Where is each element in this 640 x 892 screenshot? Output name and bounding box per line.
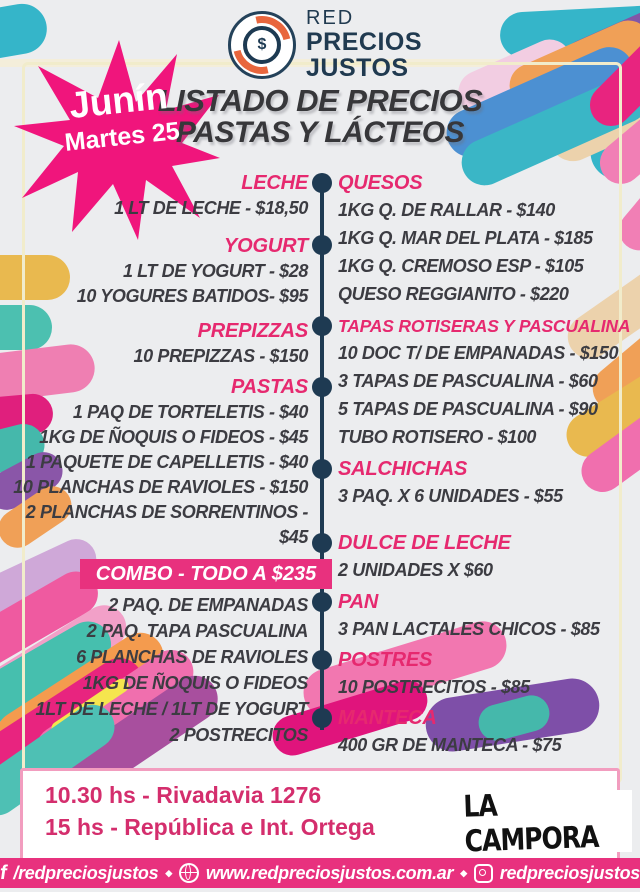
- divider-dot: [312, 316, 332, 336]
- dollar-sign: $: [257, 35, 267, 53]
- divider-dot: [312, 173, 332, 193]
- combo-item: 1KG DE ÑOQUIS O FIDEOS: [82, 673, 309, 693]
- price-item: 2 PLANCHAS DE SORRENTINOS - $45: [25, 502, 309, 547]
- divider-dot: [312, 592, 332, 612]
- brand-name: RED PRECIOS JUSTOS: [306, 8, 422, 81]
- divider-line: [320, 175, 324, 730]
- price-item: 3 TAPAS DE PASCUALINA - $60: [338, 371, 598, 391]
- globe-icon: [178, 863, 199, 883]
- divider-dot: [312, 533, 332, 553]
- price-item: 1 PAQUETE DE CAPELLETIS - $40: [25, 452, 309, 472]
- price-item: 5 TAPAS DE PASCUALINA - $90: [338, 399, 598, 419]
- divider-dot: [312, 377, 332, 397]
- price-item: 10 PLANCHAS DE RAVIOLES - $150: [13, 477, 308, 497]
- section-header-prepizzas: PREPIZZAS: [197, 320, 309, 342]
- price-item: 1KG DE ÑOQUIS O FIDEOS - $45: [39, 427, 308, 447]
- price-item: 3 PAQ. X 6 UNIDADES - $55: [338, 486, 563, 506]
- price-item: 2 UNIDADES X $60: [338, 560, 493, 580]
- instagram-handle: redpreciosjustos: [499, 862, 640, 883]
- brand-line-3: JUSTOS: [306, 54, 409, 82]
- org-logo-box: LA CAMPORA: [463, 788, 632, 859]
- price-item: 1 LT DE LECHE - $18,50: [114, 198, 308, 218]
- schedule-line: 15 hs - República e Int. Ortega: [45, 814, 375, 840]
- decor-capsule: [0, 305, 52, 350]
- section-header-dulce-de-leche: DULCE DE LECHE: [338, 532, 511, 554]
- brand-logo: $ RED PRECIOS JUSTOS: [222, 4, 422, 85]
- website-url: www.redpreciosjustos.com.ar: [205, 862, 454, 883]
- combo-item: 2 PAQ. TAPA PASCUALINA: [86, 621, 309, 641]
- price-item: 1KG Q. CREMOSO ESP - $105: [338, 256, 584, 276]
- diamond-separator-icon: ◆: [460, 867, 467, 878]
- divider-dot: [312, 650, 332, 670]
- org-logo-text: LA CAMPORA: [462, 787, 599, 859]
- decor-capsule: [0, 255, 70, 300]
- section-header-quesos: QUESOS: [338, 172, 423, 194]
- hands-dollar-icon: $: [222, 4, 302, 85]
- title-line-2: PASTAS Y LÁCTEOS: [175, 116, 465, 150]
- section-header-pastas: PASTAS: [231, 376, 308, 398]
- price-item: 10 PREPIZZAS - $150: [133, 346, 309, 366]
- divider-dot: [312, 459, 332, 479]
- price-item: 1KG Q. MAR DEL PLATA - $185: [338, 228, 593, 248]
- page-title: LISTADO DE PRECIOS PASTAS Y LÁCTEOS: [152, 84, 488, 150]
- brand-line-2: PRECIOS: [306, 28, 423, 56]
- combo-item: 2 PAQ. DE EMPANADAS: [108, 595, 308, 615]
- price-item: 400 GR DE MANTECA - $75: [338, 735, 562, 755]
- schedule-line: 10.30 hs - Rivadavia 1276: [45, 782, 322, 808]
- section-header-tapas: TAPAS ROTISERAS Y PASCUALINA: [338, 316, 631, 336]
- price-item: 10 DOC T/ DE EMPANADAS - $150: [338, 343, 619, 363]
- social-bar: f /redpreciosjustos ◆ www.redpreciosjust…: [0, 858, 640, 888]
- section-header-manteca: MANTECA: [338, 707, 437, 729]
- combo-item: 6 PLANCHAS DE RAVIOLES: [76, 647, 308, 667]
- instagram-icon: [473, 863, 493, 883]
- price-item: 1 LT DE YOGURT - $28: [122, 261, 308, 281]
- price-item: 10 YOGURES BATIDOS- $95: [76, 286, 309, 306]
- title-line-1: LISTADO DE PRECIOS: [157, 83, 483, 118]
- facebook-handle: /redpreciosjustos: [13, 862, 159, 883]
- price-item: 10 POSTRECITOS - $85: [338, 677, 530, 697]
- brand-line-1: RED: [306, 7, 355, 29]
- section-header-salchichas: SALCHICHAS: [338, 458, 468, 480]
- combo-item: 2 POSTRECITOS: [169, 725, 308, 745]
- section-header-yogurt: YOGURT: [224, 235, 308, 257]
- right-column: QUESOS 1KG Q. DE RALLAR - $140 1KG Q. MA…: [338, 170, 636, 759]
- divider-dot: [312, 708, 332, 728]
- price-item: QUESO REGGIANITO - $220: [338, 284, 569, 304]
- combo-item: 1LT DE LECHE / 1LT DE YOGURT: [35, 699, 308, 719]
- divider-dot: [312, 235, 332, 255]
- logo-ring: $: [243, 25, 281, 64]
- hands-icon: [222, 4, 302, 85]
- starburst-shape: [14, 40, 220, 240]
- price-item: 1 PAQ DE TORTELETIS - $40: [72, 402, 308, 422]
- section-header-leche: LECHE: [241, 172, 308, 194]
- price-item: 1KG Q. DE RALLAR - $140: [338, 200, 555, 220]
- section-header-pan: PAN: [338, 591, 379, 613]
- facebook-icon: f: [0, 861, 8, 884]
- combo-banner: COMBO - TODO A $235: [80, 559, 332, 589]
- diamond-separator-icon: ◆: [165, 867, 172, 878]
- price-item: 3 PAN LACTALES CHICOS - $85: [338, 619, 600, 639]
- section-header-postres: POSTRES: [338, 649, 433, 671]
- left-column: LECHE 1 LT DE LECHE - $18,50 YOGURT 1 LT…: [0, 170, 332, 748]
- price-item: TUBO ROTISERO - $100: [338, 427, 537, 447]
